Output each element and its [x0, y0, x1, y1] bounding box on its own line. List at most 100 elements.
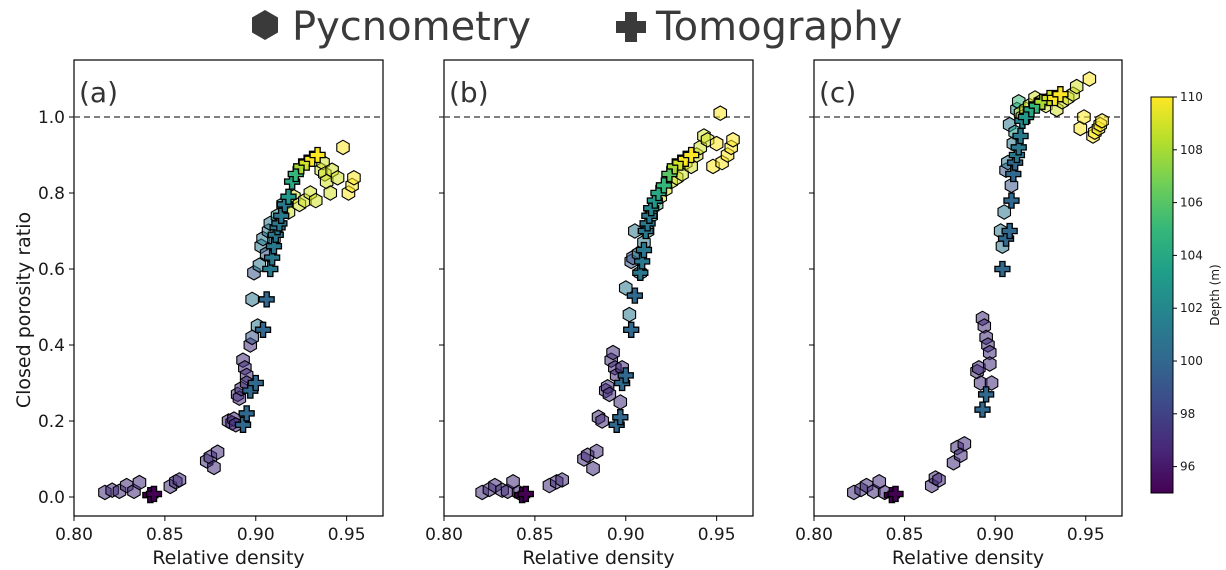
y-tick-label: 0.2 — [38, 412, 65, 432]
x-tick-label: 0.85 — [886, 525, 924, 545]
x-axis-label: Relative density — [152, 547, 304, 569]
points — [475, 105, 740, 504]
pycnometry-point — [982, 356, 997, 372]
tomography-point — [626, 287, 644, 304]
y-tick-label: 0.6 — [38, 260, 65, 280]
y-axis-label: Closed porosity ratio — [13, 212, 35, 408]
pycnometry-point — [555, 472, 569, 488]
tomography-point — [974, 401, 991, 418]
pycnometry-point — [713, 105, 728, 122]
pycnometry-point — [132, 474, 147, 491]
tomography-point — [258, 291, 275, 308]
tomography-point — [994, 260, 1011, 278]
pycnometry-point — [210, 444, 225, 461]
y-tick-label: 0.8 — [38, 184, 65, 204]
tomography-point — [617, 367, 634, 384]
points — [847, 71, 1109, 504]
pycnometry-point — [589, 443, 604, 460]
panel-label: (c) — [819, 76, 856, 109]
pycnometry-point — [1095, 112, 1109, 129]
tomography-point — [655, 177, 673, 194]
tomography-point — [635, 241, 653, 259]
colorbar-gradient — [1150, 96, 1174, 494]
tomography-point — [273, 207, 290, 224]
x-tick-label: 0.95 — [328, 525, 366, 545]
pycnometry-point — [953, 447, 968, 464]
pycnometry-point — [618, 280, 633, 296]
pycnometry-point — [602, 386, 617, 403]
x-tick-label: 0.95 — [1067, 525, 1105, 545]
pycnometry-point — [1077, 109, 1091, 125]
pycnometry-point — [245, 291, 259, 308]
tomography-point — [1003, 192, 1020, 209]
legend-label-pycnometry: Pycnometry — [292, 4, 531, 50]
x-tick-label: 0.85 — [516, 525, 554, 545]
tomography-point — [254, 321, 272, 338]
tomography-point — [1010, 139, 1027, 156]
tomography-point — [623, 321, 640, 338]
pycnometry-point — [347, 169, 361, 186]
x-tick-label: 0.80 — [55, 525, 93, 545]
x-axis-label: Relative density — [892, 547, 1044, 569]
tomography-point — [1001, 222, 1018, 240]
x-axis-label: Relative density — [522, 547, 674, 569]
colorbar-tick-label: 106 — [1180, 196, 1203, 210]
x-tick-label: 0.85 — [146, 525, 184, 545]
tomography-point — [1052, 86, 1069, 103]
pycnometry-point — [957, 435, 972, 452]
tomography-point — [234, 416, 252, 433]
pycnometry-point — [207, 459, 221, 476]
pycnometry-point — [1082, 71, 1097, 87]
colorbar-tick-label: 104 — [1180, 248, 1203, 262]
colorbar-tick-label: 102 — [1180, 301, 1203, 315]
points — [98, 139, 361, 504]
x-tick-label: 0.90 — [237, 525, 275, 545]
tomography-point — [247, 374, 264, 392]
tomography-point — [280, 188, 297, 205]
tomography-point — [145, 485, 163, 503]
pycnometry-point — [1073, 120, 1088, 137]
panel-a: 0.80 0.85 0.90 0.95 0.0 0.2 0.4 0.6 0.8 1.0 Relati… — [38, 59, 384, 569]
pycnometry-point — [323, 185, 338, 201]
pycnometry-point — [172, 472, 187, 488]
x-tick-label: 0.95 — [698, 525, 736, 545]
pycnometry-point — [336, 139, 350, 156]
panel-label: (b) — [449, 76, 489, 109]
y-tick-label: 1.0 — [38, 108, 65, 128]
colorbar-tick-label: 98 — [1180, 407, 1195, 421]
pycnometry-point — [613, 394, 628, 410]
pycnometry-point — [308, 192, 323, 209]
y-tick-label: 0.4 — [38, 336, 65, 356]
pycnometry-point — [595, 413, 609, 429]
pycnometry-point — [726, 131, 740, 148]
pycnometry-point — [586, 460, 600, 477]
pycnometry-point — [1069, 78, 1084, 95]
tomography-point — [238, 405, 255, 422]
pycnometry-point — [330, 169, 345, 186]
colorbar: 96 98 100 102 104 106 108 110 Depth (m) — [1150, 90, 1222, 494]
tomography-point — [977, 386, 995, 403]
pycnometry-point — [932, 472, 946, 488]
x-tick-label: 0.80 — [795, 525, 833, 545]
colorbar-tick-label: 110 — [1180, 90, 1203, 104]
tomography-point — [632, 264, 649, 281]
tomography-point — [633, 253, 651, 270]
legend-label-tomography: Tomography — [655, 4, 902, 50]
panel-b: 0.80 0.85 0.90 0.95 Relative density (b) — [425, 59, 754, 569]
colorbar-tick-label: 108 — [1180, 143, 1203, 157]
tomography-point — [263, 249, 281, 266]
panel-c: 0.80 0.85 0.90 0.95 Relative density (c) — [795, 59, 1123, 569]
legend: Pycnometry Tomography — [252, 4, 902, 50]
tomography-point — [517, 485, 534, 503]
colorbar-tick-label: 96 — [1180, 460, 1195, 474]
tomography-point — [683, 146, 700, 164]
tomography-point — [1005, 165, 1022, 183]
y-tick-label: 0.0 — [38, 488, 65, 508]
panel-label: (a) — [79, 76, 118, 109]
x-tick-label: 0.90 — [976, 525, 1014, 545]
pycnometry-point — [606, 344, 620, 361]
tomography-point — [612, 409, 629, 426]
x-tick-label: 0.80 — [425, 525, 463, 545]
tomography-point — [265, 238, 283, 255]
